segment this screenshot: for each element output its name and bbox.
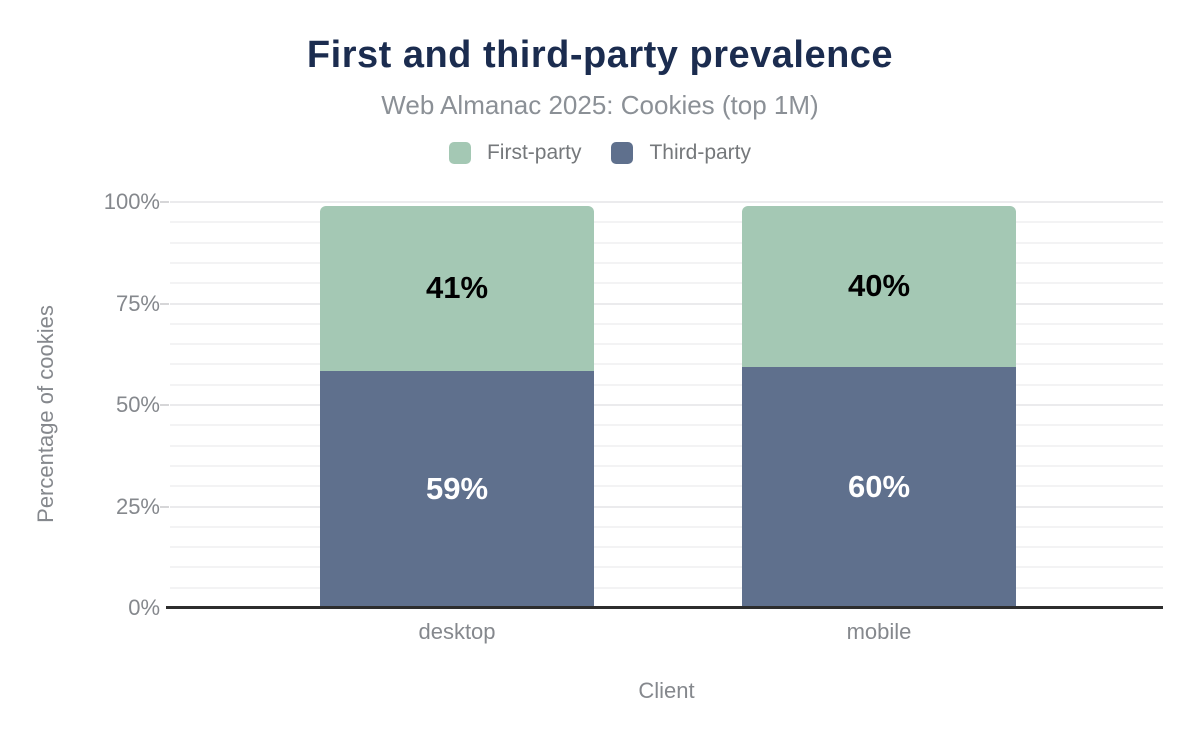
legend-item-first-party[interactable]: First-party xyxy=(448,141,582,165)
gridline-minor-80 xyxy=(170,282,1163,285)
legend-swatch-icon xyxy=(448,142,471,164)
gridline-minor-30 xyxy=(170,485,1163,488)
bar-value-label-mobile-third-party: 60% xyxy=(847,469,911,505)
y-tick-label-50: 50% xyxy=(115,392,160,417)
y-tick-label-0: 0% xyxy=(128,595,160,620)
bar-value-label-desktop-first-party: 41% xyxy=(425,270,489,306)
gridline-minor-15 xyxy=(170,546,1163,549)
gridline-minor-5 xyxy=(170,586,1163,589)
gridline-minor-40 xyxy=(170,444,1163,447)
bar-segment-mobile-first-party[interactable] xyxy=(742,206,1016,367)
bar-value-label-mobile-first-party: 40% xyxy=(847,268,911,304)
gridline-minor-70 xyxy=(170,322,1163,325)
gridline-minor-65 xyxy=(170,343,1163,346)
gridline-minor-10 xyxy=(170,566,1163,569)
gridline-minor-45 xyxy=(170,424,1163,427)
legend: First-party Third-party xyxy=(0,141,1200,165)
gridline-minor-90 xyxy=(170,241,1163,244)
y-tick-mark-25 xyxy=(160,505,169,508)
gridline-minor-55 xyxy=(170,383,1163,386)
chart-subtitle: Web Almanac 2025: Cookies (top 1M) xyxy=(381,90,819,120)
y-tick-label-75: 75% xyxy=(115,290,160,316)
legend-label: First-party xyxy=(486,141,582,164)
gridline-minor-20 xyxy=(170,525,1163,528)
bar-value-label-desktop-third-party: 59% xyxy=(425,471,489,507)
gridline-minor-35 xyxy=(170,464,1163,467)
y-tick-mark-75 xyxy=(160,302,169,305)
y-tick-label-100: 100% xyxy=(103,189,160,214)
legend-item-third-party[interactable]: Third-party xyxy=(611,141,751,165)
bar-segment-desktop-first-party[interactable] xyxy=(320,206,594,371)
legend-label: Third-party xyxy=(649,141,752,164)
gridline-major-50 xyxy=(170,404,1163,406)
y-tick-mark-100 xyxy=(160,201,169,203)
x-tick-label-mobile: mobile xyxy=(846,619,912,644)
gridline-major-100 xyxy=(170,201,1163,203)
x-axis-title: Client xyxy=(638,678,695,703)
bar-segment-mobile-third-party[interactable] xyxy=(742,366,1016,608)
y-tick-label-25: 25% xyxy=(115,493,160,519)
bar-segment-desktop-third-party[interactable] xyxy=(320,370,594,608)
legend-swatch-icon xyxy=(611,142,634,164)
x-axis-line xyxy=(166,606,1163,609)
gridline-minor-85 xyxy=(170,261,1163,264)
chart-title: First and third-party prevalence xyxy=(306,34,894,76)
gridline-minor-95 xyxy=(170,221,1163,224)
x-tick-label-desktop: desktop xyxy=(418,619,496,644)
gridline-major-75 xyxy=(170,302,1163,305)
y-tick-mark-50 xyxy=(160,404,169,406)
gridline-major-25 xyxy=(170,505,1163,508)
gridline-minor-60 xyxy=(170,363,1163,366)
